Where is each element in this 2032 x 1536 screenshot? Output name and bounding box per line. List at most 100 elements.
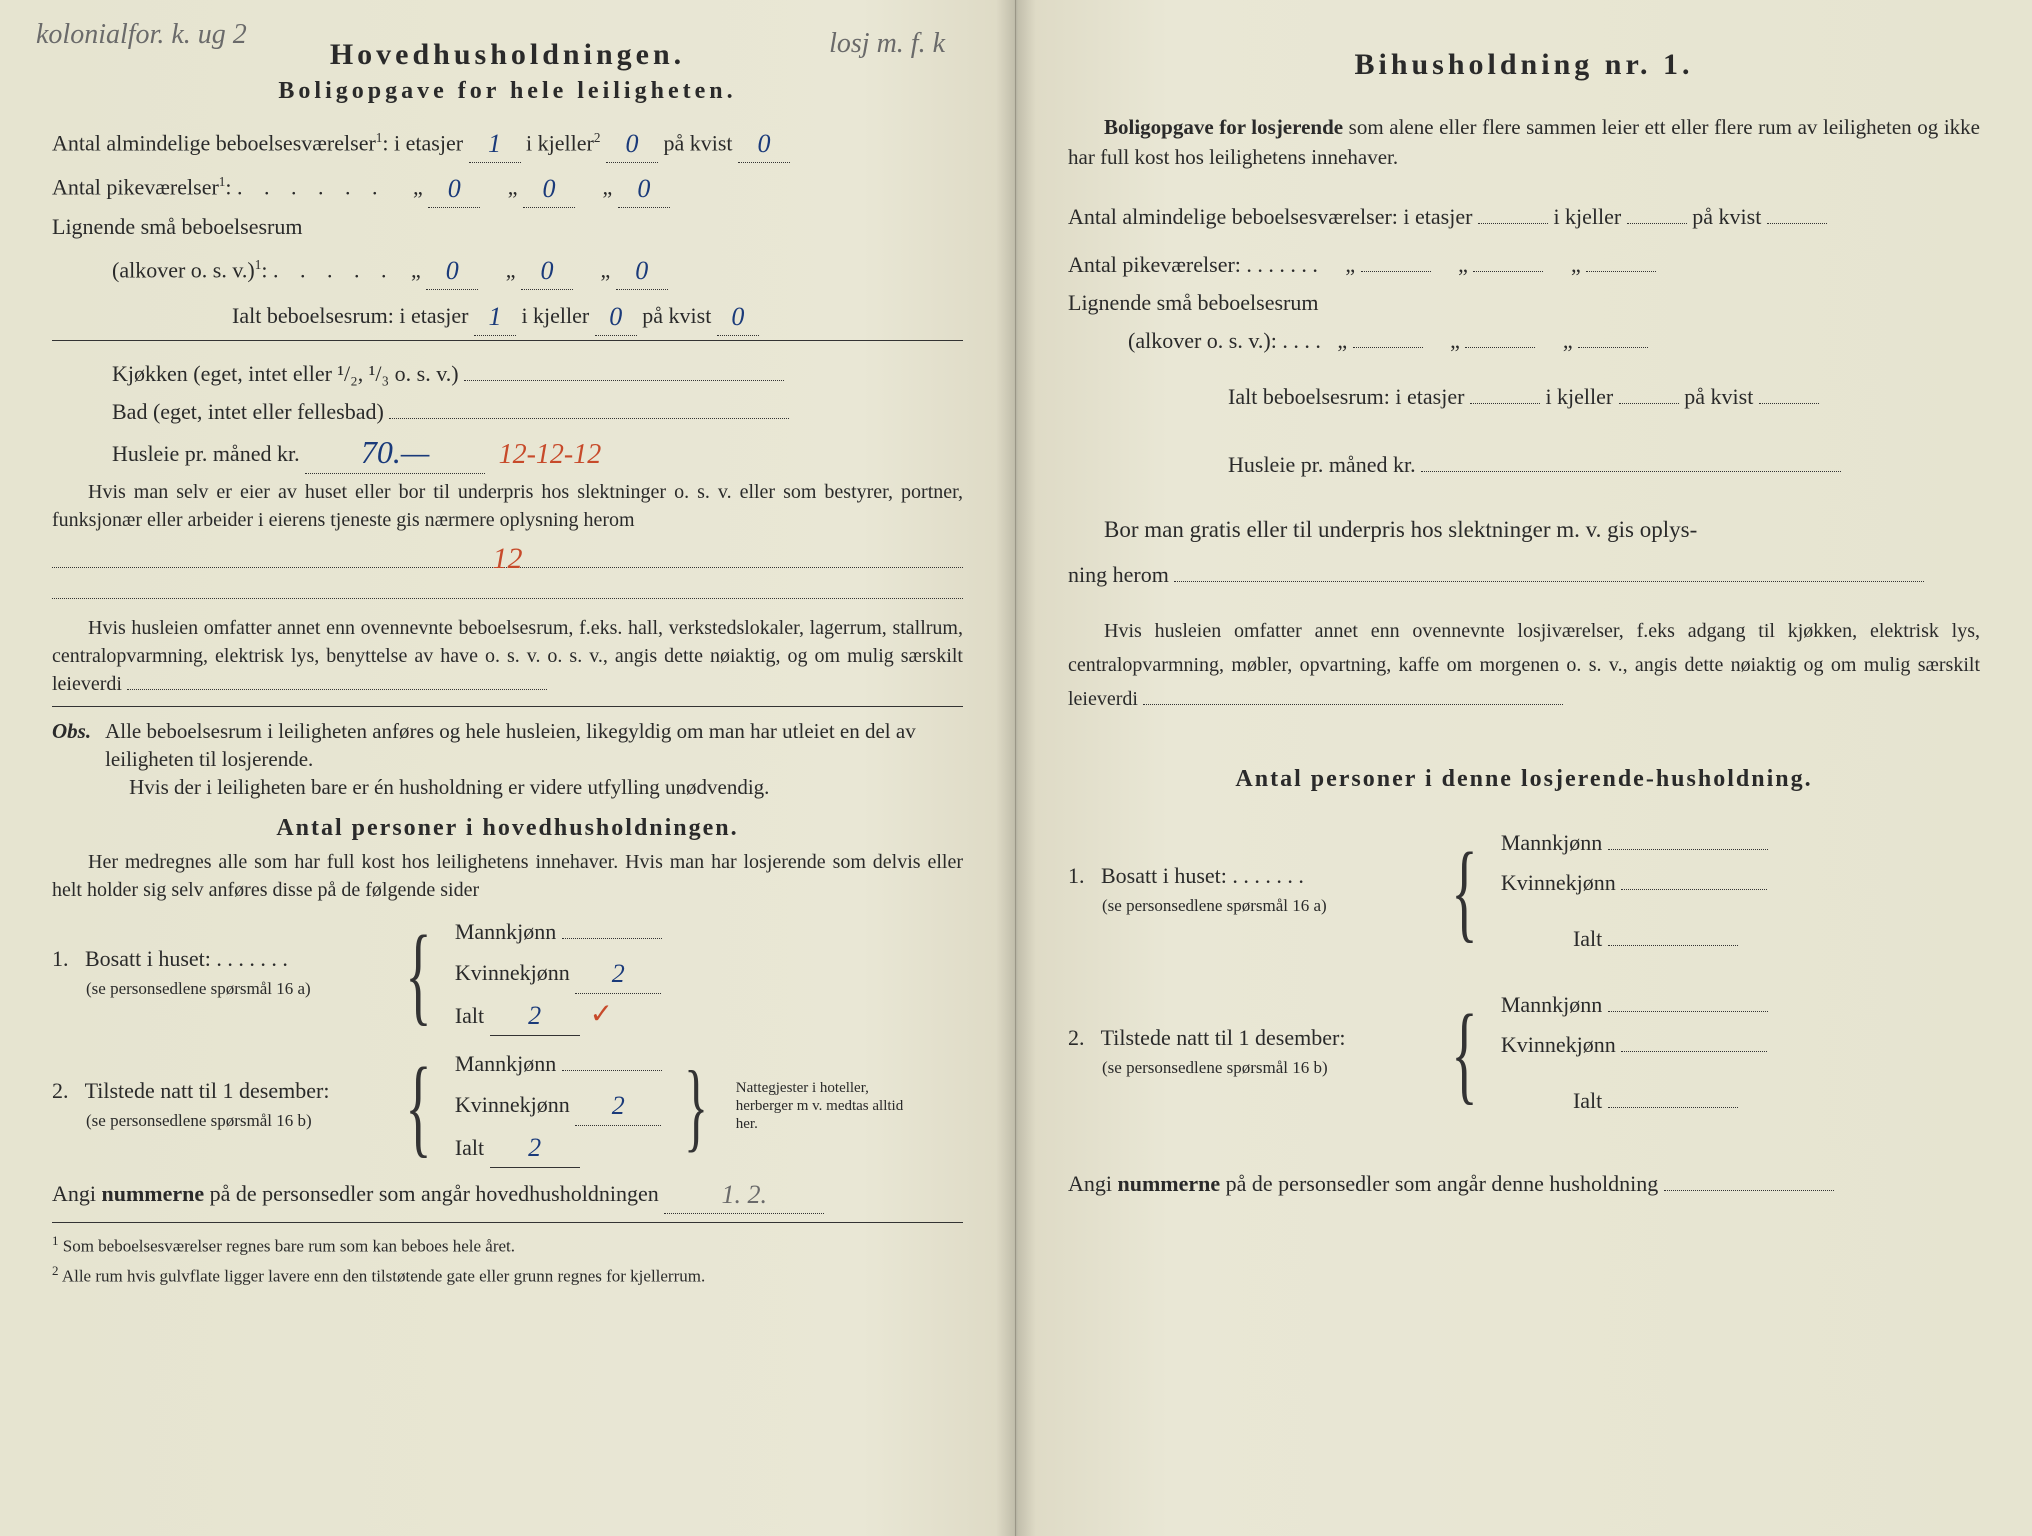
q2-ialt-value: 2: [528, 1133, 541, 1162]
q2-right: Mannkjønn Kvinnekjønn 2 Ialt 2: [455, 1044, 662, 1168]
q2-kvinne-label: Kvinnekjønn: [455, 1092, 570, 1117]
r-q2-right: Mannkjønn Kvinnekjønn Ialt: [1501, 985, 1768, 1121]
r-para2b: ning herom: [1068, 562, 1169, 587]
rooms-r1-label: Antal almindelige beboelsesværelser: [52, 130, 376, 155]
r-rooms-row-3b: (alkover o. s. v.): . . . . „ „ „: [1068, 322, 1980, 360]
r-r3-kjeller-field[interactable]: [1465, 347, 1535, 348]
r-r1-label: Antal almindelige beboelsesværelser:: [1068, 204, 1398, 229]
q1-ialt-field[interactable]: 2: [490, 994, 580, 1036]
r-kvist-label: på kvist: [1692, 204, 1761, 229]
r-q1-mann-field[interactable]: [1608, 849, 1768, 850]
r-rooms-total-row: Ialt beboelsesrum: i etasjer i kjeller p…: [1068, 378, 1980, 416]
r-gratis-fill[interactable]: [1174, 581, 1924, 582]
r-r2-kjeller-field[interactable]: [1473, 271, 1543, 272]
r-q2-kvinne-field[interactable]: [1621, 1051, 1767, 1052]
r-r2-etasjer-field[interactable]: [1361, 271, 1431, 272]
right-intro: Boligopgave for losjerende som alene ell…: [1068, 112, 1980, 172]
kjeller-label-t: i kjeller: [521, 303, 589, 328]
persons-intro: Her medregnes alle som har full kost hos…: [52, 848, 963, 904]
q2-label: Tilstede natt til 1 desember:: [85, 1078, 330, 1103]
r3-kjeller-field[interactable]: 0: [521, 250, 573, 290]
t-kvist-field[interactable]: 0: [717, 296, 759, 336]
r1-kvist-field[interactable]: 0: [738, 123, 790, 163]
bottom-value-left: 1. 2.: [721, 1180, 767, 1209]
title-main-right: Bihusholdning nr. 1.: [1068, 48, 1980, 82]
q1-ialt-label: Ialt: [455, 1003, 484, 1028]
r-rooms-row-1: Antal almindelige beboelsesværelser: i e…: [1068, 198, 1980, 236]
annotation-top-left-text: kolonialfor. k. ug 2: [36, 19, 247, 50]
page-right: Bihusholdning nr. 1. Boligopgave for los…: [1016, 0, 2032, 1536]
r-rooms-row-2: Antal pikeværelser: . . . . . . . „ „ „: [1068, 246, 1980, 284]
q1-label: Bosatt i huset: . . . . . . .: [85, 946, 288, 971]
rent-extras-fill[interactable]: [127, 689, 547, 690]
owner-fill-line-1[interactable]: 12: [52, 540, 963, 568]
brace-icon-2: {: [405, 1061, 431, 1151]
r-q2-left: 2. Tilstede natt til 1 desember: (se per…: [1068, 1024, 1428, 1082]
q1-num: 1.: [52, 946, 69, 971]
r3-etasjer-field[interactable]: 0: [426, 250, 478, 290]
r1-kjeller-field[interactable]: 0: [606, 123, 658, 163]
q2-mann-field[interactable]: [562, 1070, 662, 1071]
owner-fill-line-2[interactable]: [52, 571, 963, 599]
q1-ialt-value: 2: [528, 1001, 541, 1030]
bottom-field-right[interactable]: [1664, 1190, 1834, 1191]
r-q1-kvinne-field[interactable]: [1621, 889, 1767, 890]
r-q2-mann-field[interactable]: [1608, 1011, 1768, 1012]
r2-kvist-field[interactable]: 0: [618, 168, 670, 208]
check-icon: ✓: [590, 998, 613, 1029]
r3-etasjer-value: 0: [446, 256, 459, 285]
q2-kvinne-field[interactable]: 2: [575, 1084, 661, 1126]
r-r2-kvist-field[interactable]: [1586, 271, 1656, 272]
t-kjeller-field[interactable]: 0: [595, 296, 637, 336]
rent-field[interactable]: 70.—: [305, 431, 485, 474]
para-owner: Hvis man selv er eier av huset eller bor…: [52, 478, 963, 534]
page-left: kolonialfor. k. ug 2 losj m. f. k Hovedh…: [0, 0, 1016, 1536]
t-kjeller-value: 0: [609, 302, 622, 331]
t-etasjer-field[interactable]: 1: [474, 296, 516, 336]
r-r3-etasjer-field[interactable]: [1353, 347, 1423, 348]
r-t-kjeller-field[interactable]: [1619, 403, 1679, 404]
q1-kvinne-field[interactable]: 2: [575, 952, 661, 994]
q1-mann-field[interactable]: [562, 938, 662, 939]
bottom-field-left[interactable]: 1. 2.: [664, 1174, 824, 1214]
divider-1: [52, 706, 963, 707]
r2-kjeller-field[interactable]: 0: [523, 168, 575, 208]
r-r1-kjeller-field[interactable]: [1627, 223, 1687, 224]
kvist-label: på kvist: [663, 130, 732, 155]
r-para-extras: Hvis husleien omfatter annet enn ovennev…: [1068, 614, 1980, 716]
r-r1-etasjer-field[interactable]: [1478, 223, 1548, 224]
r-q1-ialt-field[interactable]: [1608, 945, 1738, 946]
r2-etasjer-field[interactable]: 0: [428, 168, 480, 208]
r-q1-sub: (se personsedlene spørsmål 16 a): [1102, 896, 1327, 915]
r2-etasjer-value: 0: [448, 174, 461, 203]
q2-ialt-label: Ialt: [455, 1135, 484, 1160]
sidenote: Nattegjester i hoteller, herberger m v. …: [736, 1079, 916, 1133]
r-total-label: Ialt beboelsesrum:: [1228, 384, 1390, 409]
r-extras-fill[interactable]: [1143, 704, 1563, 705]
r-q2-ialt-field[interactable]: [1608, 1107, 1738, 1108]
r-bl-a: Angi: [1068, 1171, 1118, 1196]
r-r3-kvist-field[interactable]: [1578, 347, 1648, 348]
rent-value: 70.—: [361, 434, 429, 470]
bath-field[interactable]: [389, 418, 789, 419]
r-r3-labelb: (alkover o. s. v.): . . . .: [1128, 328, 1321, 353]
rooms-total-row: Ialt beboelsesrum: i etasjer 1 i kjeller…: [52, 296, 963, 341]
r-t-etasjer-field[interactable]: [1470, 403, 1540, 404]
q1-kvinne-label: Kvinnekjønn: [455, 960, 570, 985]
r-rent-field[interactable]: [1421, 471, 1841, 472]
obs-b: beboelsesrum i leiligheten anføres og: [141, 719, 465, 743]
obs-a: Alle: [105, 719, 141, 743]
r1-etasjer-field[interactable]: 1: [469, 123, 521, 163]
r-bl-c: på de personsedler som angår denne husho…: [1220, 1171, 1658, 1196]
r-q1-right: Mannkjønn Kvinnekjønn Ialt: [1501, 823, 1768, 959]
q2-ialt-field[interactable]: 2: [490, 1126, 580, 1168]
mid-annotation: 12: [493, 542, 523, 575]
q2-group: 2. Tilstede natt til 1 desember: (se per…: [52, 1044, 963, 1168]
r-etasjer-label: i etasjer: [1403, 204, 1472, 229]
kitchen-field[interactable]: [464, 380, 784, 381]
r2-kjeller-value: 0: [543, 174, 556, 203]
r3-kvist-field[interactable]: 0: [616, 250, 668, 290]
r-r1-kvist-field[interactable]: [1767, 223, 1827, 224]
bl-a: Angi: [52, 1181, 102, 1206]
r-t-kvist-field[interactable]: [1759, 403, 1819, 404]
